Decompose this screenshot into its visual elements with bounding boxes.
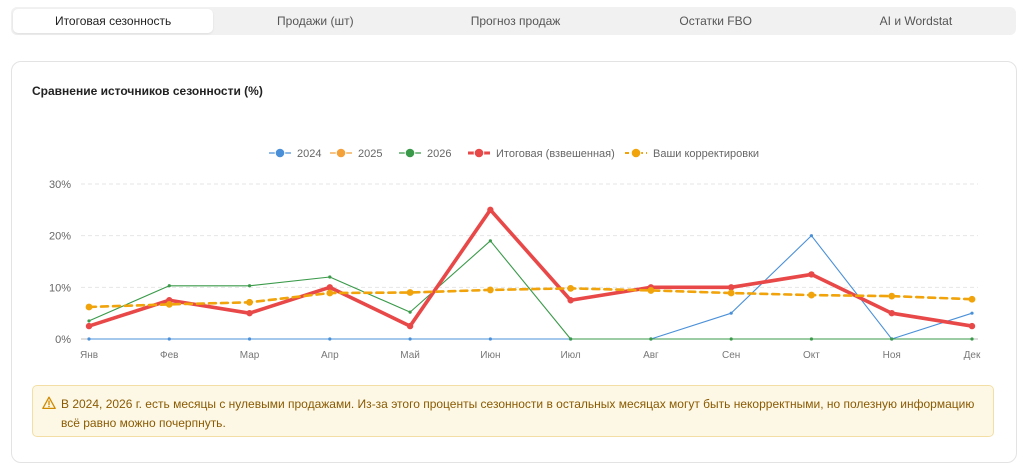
- x-tick-label: Мар: [240, 350, 260, 361]
- data-point: [487, 206, 494, 214]
- data-point: [87, 319, 91, 323]
- data-point: [649, 337, 653, 341]
- seasonality-card: Сравнение источников сезонности (%) 0% 10…: [11, 61, 1017, 463]
- data-point: [727, 284, 735, 291]
- tab-ai-wordstat[interactable]: AI и Wordstat: [879, 14, 953, 28]
- data-point: [567, 284, 575, 292]
- x-tick-label: Сен: [722, 350, 740, 361]
- data-point: [727, 289, 735, 297]
- data-point: [729, 337, 733, 341]
- data-point: [729, 311, 733, 315]
- series-line-0: [88, 235, 973, 340]
- data-point: [87, 337, 91, 341]
- data-point: [567, 297, 574, 304]
- y-tick-label: 20%: [49, 231, 71, 243]
- x-tick-label: Ноя: [883, 350, 901, 361]
- data-point: [247, 337, 252, 341]
- data-point: [809, 234, 814, 238]
- legend-marker: [335, 147, 347, 159]
- x-tick-label: Окт: [803, 350, 820, 361]
- x-tick-label: Фев: [160, 350, 178, 361]
- alert-text: В 2024, 2026 г. есть месяцы с нулевыми п…: [61, 397, 975, 430]
- x-tick-label: Янв: [80, 350, 98, 361]
- data-point: [488, 337, 492, 341]
- legend-item-4: Ваши корректировки: [625, 147, 759, 160]
- x-tick-label: Июл: [560, 350, 580, 361]
- legend-item-2: 2026: [399, 147, 451, 160]
- data-point: [246, 309, 253, 317]
- x-tick-label: Май: [400, 350, 420, 361]
- chart-title: Сравнение источников сезонности (%): [32, 84, 263, 98]
- seasonality-chart: 0% 10% 20% 30% Янв Фев Мар Апр Май Июн Июл Авг Сен Ок…: [49, 147, 981, 361]
- legend-marker: [630, 147, 642, 159]
- tab-bar: Итоговая сезонность Продажи (шт) Прогноз…: [11, 7, 1016, 35]
- legend-item-1: 2025: [330, 147, 382, 160]
- warning-icon: [42, 396, 56, 410]
- data-point: [326, 284, 334, 291]
- data-point: [85, 303, 93, 311]
- data-point: [328, 337, 332, 341]
- data-point: [888, 309, 895, 317]
- data-point: [408, 310, 412, 314]
- data-point: [968, 295, 976, 303]
- data-point: [328, 275, 332, 279]
- y-tick-label: 30%: [49, 179, 71, 191]
- series-line-3: [87, 208, 974, 328]
- data-point: [808, 291, 815, 299]
- legend-marker: [274, 147, 286, 159]
- legend-label: Итоговая (взвешенная): [496, 148, 615, 160]
- legend-item-0: 2024: [269, 147, 321, 160]
- data-point: [488, 239, 492, 243]
- data-point: [647, 287, 655, 294]
- data-point: [167, 337, 171, 341]
- data-point: [246, 298, 253, 306]
- legend-label: 2026: [427, 148, 451, 160]
- tab-sales-forecast[interactable]: Прогноз продаж: [470, 14, 561, 28]
- x-tick-label: Апр: [321, 350, 339, 361]
- data-point: [970, 337, 974, 341]
- y-tick-label: 0%: [55, 334, 71, 346]
- data-point: [408, 337, 412, 341]
- legend-label: 2025: [358, 148, 382, 160]
- data-point: [167, 284, 171, 288]
- x-tick-label: Дек: [964, 350, 981, 361]
- legend-marker: [473, 147, 485, 159]
- legend-marker: [404, 147, 416, 159]
- tab-fbo-stock[interactable]: Остатки FBO: [679, 14, 752, 28]
- data-point: [888, 292, 896, 300]
- x-tick-label: Июн: [480, 350, 500, 361]
- tab-sales-units[interactable]: Продажи (шт): [277, 14, 354, 28]
- data-point: [406, 289, 414, 296]
- legend-label: 2024: [297, 148, 321, 160]
- legend-item-3: Итоговая (взвешенная): [468, 147, 615, 160]
- data-point: [406, 322, 414, 330]
- series-line-4: [87, 287, 974, 309]
- data-point: [890, 337, 894, 341]
- data-point: [970, 311, 974, 315]
- tab-total-seasonality[interactable]: Итоговая сезонность: [13, 9, 214, 33]
- zero-sales-alert: В 2024, 2026 г. есть месяцы с нулевыми п…: [32, 385, 994, 437]
- data-point: [85, 322, 93, 330]
- data-point: [809, 337, 814, 341]
- series-line-2: [88, 240, 973, 340]
- y-tick-label: 10%: [49, 282, 71, 294]
- x-tick-label: Авг: [643, 350, 659, 361]
- data-point: [165, 300, 173, 308]
- data-point: [247, 284, 252, 288]
- data-point: [968, 322, 976, 330]
- data-point: [486, 286, 494, 294]
- legend-label: Ваши корректировки: [653, 148, 759, 160]
- data-point: [569, 337, 573, 341]
- data-point: [808, 271, 815, 278]
- data-point: [326, 289, 334, 297]
